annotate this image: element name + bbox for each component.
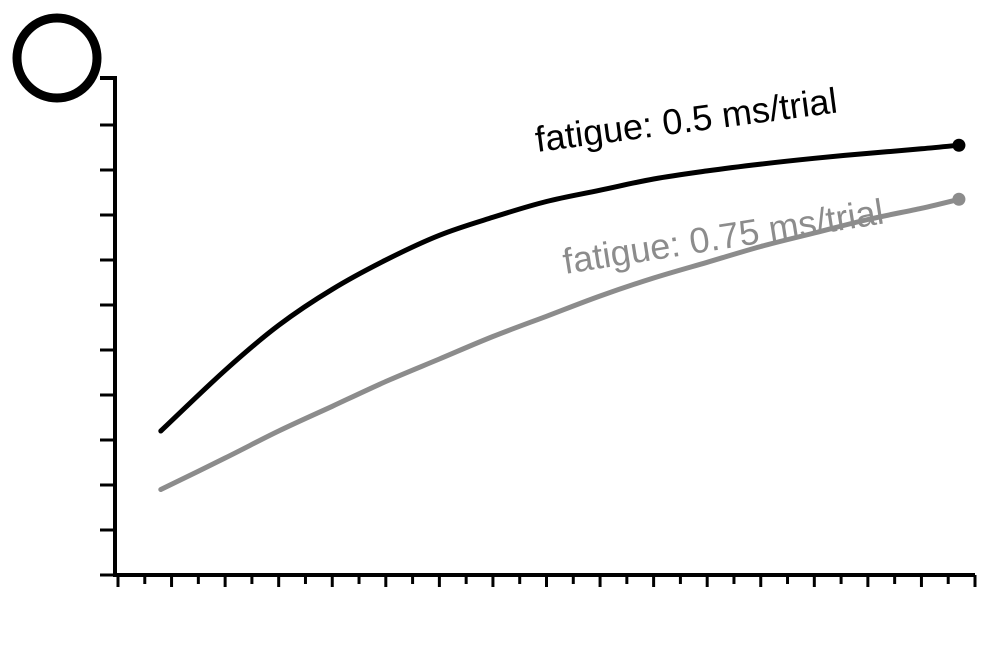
series-label-fatigue-0-75: fatigue: 0.75 ms/trial xyxy=(560,191,887,282)
series-labels: fatigue: 0.5 ms/trial fatigue: 0.75 ms/t… xyxy=(533,80,887,282)
series-endpoint-1 xyxy=(952,192,966,206)
panel-badge xyxy=(12,13,102,103)
series-line-0 xyxy=(158,142,962,434)
panel-badge-ring xyxy=(12,13,102,103)
series-line-1 xyxy=(158,196,962,492)
series-lines xyxy=(158,138,966,492)
series-label-fatigue-0-5: fatigue: 0.5 ms/trial xyxy=(533,80,840,160)
axes xyxy=(100,76,977,587)
series-endpoint-0 xyxy=(952,138,966,152)
